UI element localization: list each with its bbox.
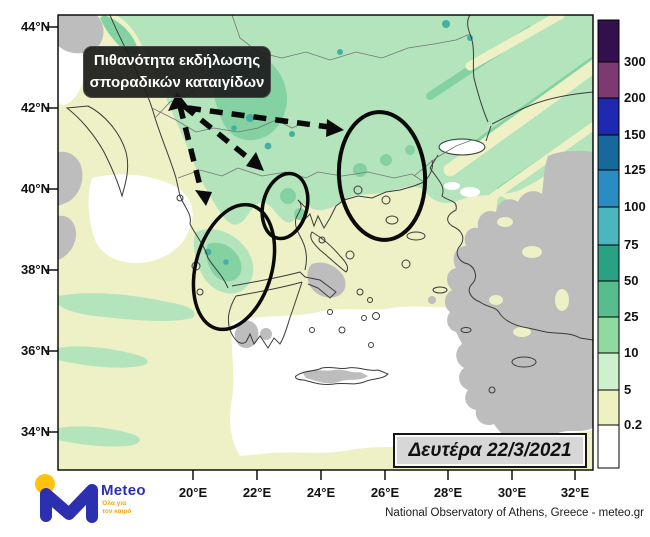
- lon-label-30e: 30°E: [497, 485, 527, 500]
- lat-label-38n: 38°N: [20, 262, 50, 277]
- lat-label-42n: 42°N: [20, 100, 50, 115]
- colorbar-swatch: [597, 316, 620, 354]
- logo-tagline-line1: Όλα για: [102, 500, 127, 507]
- lon-label-28e: 28°E: [433, 485, 463, 500]
- colorbar-swatch: [597, 61, 620, 99]
- colorbar-swatch: [597, 19, 620, 63]
- highlight-ellipse-west: [191, 202, 277, 332]
- arrow-to-west-ellipse: [177, 105, 205, 195]
- colorbar-label-10: 10: [624, 345, 639, 360]
- colorbar-label-125: 125: [624, 162, 646, 177]
- arrowhead-central: [246, 152, 264, 171]
- colorbar-swatch: [597, 206, 620, 246]
- arrow-to-east-ellipse: [187, 105, 330, 130]
- colorbar: [597, 19, 620, 469]
- lat-label-34n: 34°N: [20, 424, 50, 439]
- lon-label-20e: 20°E: [178, 485, 208, 500]
- colorbar-label-300: 300: [624, 54, 646, 69]
- annotation-line1: Πιθανότητα εκδήλωσης: [93, 52, 261, 70]
- annotation-line2: σποραδικών καταιγίδων: [89, 74, 265, 91]
- arrowhead-west: [195, 190, 212, 206]
- colorbar-label-25: 25: [624, 309, 639, 324]
- arrowhead-east: [326, 119, 344, 137]
- lon-label-26e: 26°E: [370, 485, 400, 500]
- logo-tagline-line2: τον καιρό: [102, 508, 132, 515]
- colorbar-label-0p2: 0.2: [624, 417, 643, 432]
- colorbar-label-200: 200: [624, 90, 646, 105]
- colorbar-label-50: 50: [624, 273, 639, 288]
- attribution-text: National Observatory of Athens, Greece -…: [385, 507, 644, 519]
- colorbar-swatch: [597, 389, 620, 426]
- logo-m-icon: [40, 484, 98, 523]
- date-label: Δευτέρα 22/3/2021: [408, 439, 572, 461]
- lon-label-22e: 22°E: [242, 485, 272, 500]
- date-box: Δευτέρα 22/3/2021: [393, 433, 587, 468]
- axis-ticks: [46, 26, 576, 480]
- lat-label-44n: 44°N: [20, 19, 50, 34]
- logo-sun-icon: [35, 474, 55, 494]
- colorbar-swatch: [597, 169, 620, 208]
- highlight-ellipse-central: [260, 171, 310, 241]
- colorbar-swatch: [597, 244, 620, 282]
- highlight-ellipses: [191, 110, 428, 332]
- colorbar-label-75: 75: [624, 237, 639, 252]
- lat-label-40n: 40°N: [20, 181, 50, 196]
- colorbar-label-100: 100: [624, 199, 646, 214]
- lon-label-32e: 32°E: [560, 485, 590, 500]
- colorbar-label-5: 5: [624, 382, 632, 397]
- meteo-logo: [35, 474, 98, 523]
- arrowhead-up-to-box: [168, 92, 188, 111]
- lon-label-24e: 24°E: [306, 485, 336, 500]
- island-outlines: [176, 185, 537, 394]
- logo-brand-text: Meteo: [101, 482, 146, 499]
- arrow-heads: [168, 92, 344, 206]
- colorbar-swatch: [597, 134, 620, 171]
- annotation-arrows: [177, 103, 330, 195]
- colorbar-label-150: 150: [624, 127, 646, 142]
- colorbar-swatch: [597, 352, 620, 391]
- arrow-to-central-ellipse: [182, 103, 254, 164]
- colorbar-swatch: [597, 424, 620, 469]
- colorbar-swatch: [597, 97, 620, 136]
- map-frame: [57, 14, 594, 471]
- gray-area-holes: [489, 217, 569, 337]
- colorbar-swatch: [597, 280, 620, 318]
- highlight-ellipse-east: [336, 110, 428, 242]
- annotation-box: Πιθανότητα εκδήλωσης σποραδικών καταιγίδ…: [83, 46, 271, 98]
- lat-label-36n: 36°N: [20, 343, 50, 358]
